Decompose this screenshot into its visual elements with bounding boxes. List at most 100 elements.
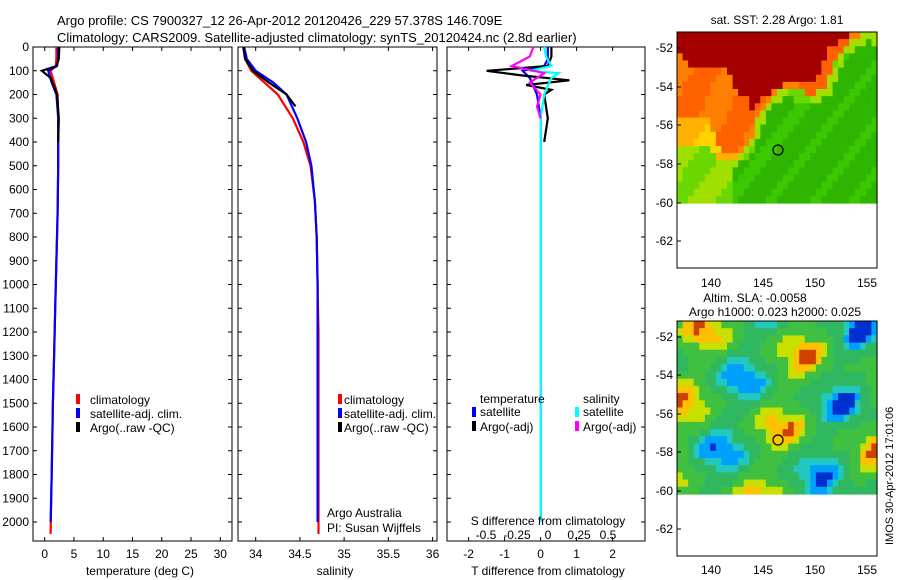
heatmap-cell bbox=[699, 174, 706, 183]
heatmap-cell bbox=[765, 357, 773, 365]
heatmap-cell bbox=[804, 364, 811, 373]
heatmap-cell bbox=[721, 110, 728, 119]
s-diff-tick-label: -0.25 bbox=[503, 528, 531, 542]
heatmap-cell bbox=[715, 153, 723, 161]
heatmap-cell bbox=[804, 349, 811, 358]
map-y-tick-label: -56 bbox=[656, 407, 674, 421]
heatmap-cell bbox=[721, 53, 728, 62]
heatmap-cell bbox=[704, 414, 711, 423]
heatmap-cell bbox=[788, 103, 795, 111]
heatmap-cell bbox=[760, 436, 767, 445]
heatmap-cell bbox=[871, 89, 878, 97]
heatmap-cell bbox=[682, 153, 689, 161]
heatmap-cell bbox=[777, 479, 784, 488]
heatmap-cell bbox=[677, 349, 684, 358]
heatmap-cell bbox=[843, 195, 850, 204]
heatmap-cell bbox=[854, 414, 861, 423]
heatmap-cell bbox=[832, 328, 839, 336]
heatmap-cell bbox=[699, 335, 706, 344]
heatmap-cell bbox=[810, 458, 817, 466]
heatmap-cell bbox=[677, 124, 684, 133]
heatmap-cell bbox=[849, 131, 856, 140]
heatmap-cell bbox=[788, 153, 795, 161]
heatmap-cell bbox=[743, 67, 750, 76]
heatmap-cell bbox=[849, 443, 856, 452]
heatmap-cell bbox=[732, 81, 739, 90]
heatmap-cell bbox=[760, 335, 767, 344]
heatmap-cell bbox=[777, 357, 784, 365]
heatmap-cell bbox=[804, 385, 811, 394]
heatmap-cell bbox=[732, 407, 739, 416]
heatmap-cell bbox=[738, 89, 745, 97]
heatmap-cell bbox=[704, 328, 711, 336]
heatmap-cell bbox=[854, 153, 861, 161]
heatmap-cell bbox=[704, 96, 711, 104]
heatmap-cell bbox=[849, 188, 856, 197]
heatmap-cell bbox=[849, 146, 856, 154]
argo-location-marker bbox=[772, 144, 784, 156]
heatmap-cell bbox=[810, 96, 817, 104]
heatmap-cell bbox=[777, 131, 784, 140]
heatmap-cell bbox=[710, 400, 717, 409]
heatmap-cell bbox=[799, 328, 806, 336]
heatmap-cell bbox=[727, 342, 734, 351]
heatmap-cell bbox=[804, 160, 811, 168]
heatmap-cell bbox=[804, 357, 811, 365]
heatmap-cell bbox=[688, 328, 695, 336]
heatmap-cell bbox=[832, 393, 839, 401]
heatmap-cell bbox=[788, 371, 795, 380]
difference-legend: temperature salinity satellite Argo(-adj… bbox=[472, 392, 636, 434]
salinity-panel: 34 34.5 35 35.5 36 salinity climatology sate… bbox=[237, 46, 440, 578]
heatmap-cell bbox=[860, 131, 867, 140]
heatmap-cell bbox=[771, 342, 778, 351]
heatmap-cell bbox=[682, 436, 689, 445]
heatmap-cell bbox=[810, 349, 817, 358]
heatmap-cell bbox=[760, 429, 767, 437]
heatmap-cell bbox=[827, 195, 834, 204]
heatmap-cell bbox=[843, 421, 850, 430]
heatmap-cell bbox=[821, 364, 828, 373]
heatmap-cell bbox=[732, 146, 739, 154]
heatmap-cell bbox=[771, 124, 778, 133]
heatmap-cell bbox=[860, 81, 867, 90]
heatmap-cell bbox=[760, 195, 767, 204]
heatmap-cell bbox=[715, 421, 723, 430]
heatmap-cell bbox=[860, 174, 867, 183]
heatmap-cell bbox=[738, 160, 745, 168]
heatmap-cell bbox=[838, 110, 845, 119]
heatmap-cell bbox=[727, 328, 734, 336]
heatmap-cell bbox=[732, 414, 739, 423]
heatmap-cell bbox=[804, 335, 811, 344]
heatmap-cell bbox=[688, 181, 695, 190]
heatmap-cell bbox=[749, 60, 756, 69]
heatmap-cell bbox=[743, 96, 750, 104]
heatmap-cell bbox=[860, 357, 867, 365]
heatmap-cell bbox=[749, 110, 756, 119]
heatmap-cell bbox=[838, 443, 845, 452]
heatmap-cell bbox=[738, 146, 745, 154]
heatmap-cell bbox=[682, 342, 689, 351]
heatmap-cell bbox=[821, 328, 828, 336]
heatmap-cell bbox=[854, 117, 861, 126]
heatmap-cell bbox=[743, 436, 750, 445]
heatmap-cell bbox=[821, 443, 828, 452]
heatmap-cell bbox=[838, 89, 845, 97]
heatmap-cell bbox=[821, 436, 828, 445]
depth-tick-label: 1900 bbox=[2, 491, 29, 505]
heatmap-cell bbox=[849, 153, 856, 161]
heatmap-cell bbox=[738, 103, 745, 111]
heatmap-cell bbox=[777, 371, 784, 380]
heatmap-cell bbox=[677, 167, 684, 176]
heatmap-cell bbox=[832, 472, 839, 481]
heatmap-cell bbox=[710, 321, 717, 329]
heatmap-cell bbox=[693, 32, 700, 40]
heatmap-cell bbox=[771, 357, 778, 365]
heatmap-cell bbox=[821, 32, 828, 40]
heatmap-cell bbox=[860, 479, 867, 488]
heatmap-cell bbox=[777, 124, 784, 133]
heatmap-cell bbox=[865, 364, 873, 373]
heatmap-cell bbox=[699, 321, 706, 329]
heatmap-cell bbox=[677, 89, 684, 97]
series-line bbox=[529, 46, 562, 522]
heatmap-cell bbox=[843, 458, 850, 466]
